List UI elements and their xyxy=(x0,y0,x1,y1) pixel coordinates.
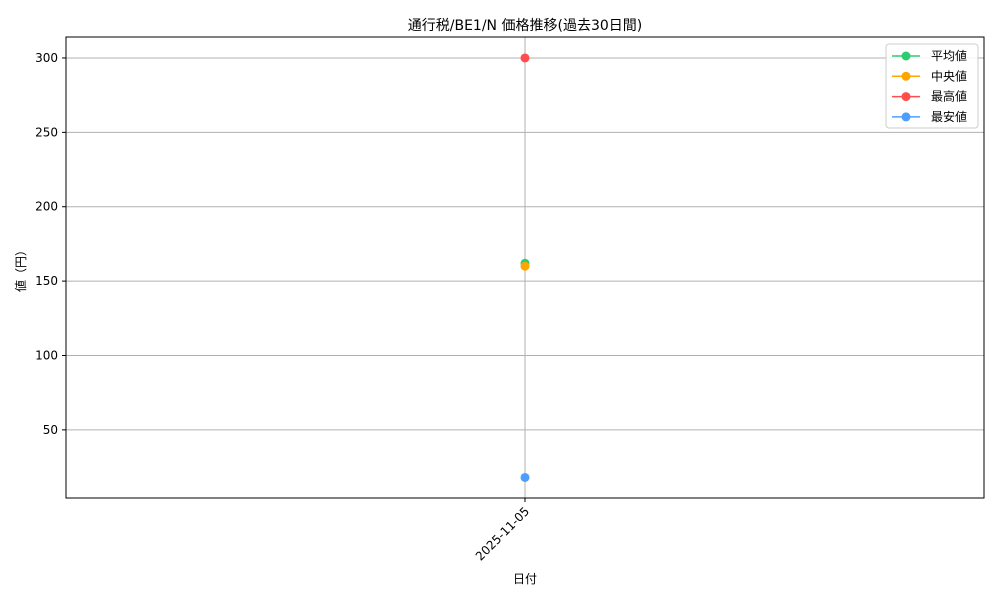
y-tick-label: 200 xyxy=(35,200,58,214)
x-tick-label: 2025-11-05 xyxy=(473,504,532,563)
chart-title: 通行税/BE1/N 価格推移(過去30日間) xyxy=(408,18,642,34)
legend-marker xyxy=(901,112,911,122)
x-axis-label: 日付 xyxy=(513,572,537,586)
y-tick-label: 50 xyxy=(43,423,58,437)
y-axis-label: 値（円） xyxy=(13,244,28,292)
data-point xyxy=(520,53,530,63)
y-tick-label: 100 xyxy=(35,348,58,362)
legend-label: 最安値 xyxy=(931,109,967,124)
y-tick-label: 300 xyxy=(35,51,58,65)
data-point xyxy=(520,472,530,482)
legend-label: 中央値 xyxy=(931,68,967,83)
legend-marker xyxy=(901,92,911,102)
legend-marker xyxy=(901,51,911,61)
y-tick-label: 150 xyxy=(35,274,58,288)
legend-box xyxy=(885,43,979,129)
y-tick-label: 250 xyxy=(35,125,58,139)
legend-label: 最高値 xyxy=(931,89,967,104)
data-point xyxy=(520,261,530,271)
legend-marker xyxy=(901,71,911,81)
legend-label: 平均値 xyxy=(931,48,967,63)
